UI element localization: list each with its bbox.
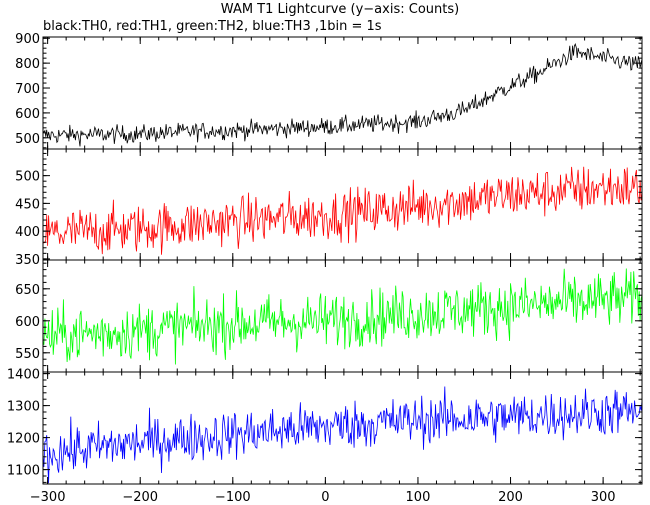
y-tick-label: 1100 bbox=[7, 464, 40, 479]
y-tick-label: 550 bbox=[15, 347, 40, 362]
panel-th2: 550 600 650 bbox=[15, 259, 643, 373]
panel-th0: 500 600 700 800 900 bbox=[15, 32, 643, 150]
panel-th1: 350 400 450 500 bbox=[15, 148, 643, 268]
panel-th3: 1100 1200 1300 1400 bbox=[7, 368, 643, 485]
y-tick-label: 400 bbox=[15, 225, 40, 240]
y-tick-label: 650 bbox=[15, 283, 40, 298]
y-tick-label: 1300 bbox=[7, 400, 40, 415]
x-tick-label: −100 bbox=[215, 490, 251, 505]
x-tick-label: −300 bbox=[30, 490, 66, 505]
x-tick-label: 100 bbox=[406, 490, 431, 505]
y-tick-label: 800 bbox=[15, 57, 40, 72]
y-tick-label: 600 bbox=[15, 315, 40, 330]
x-tick-label: −200 bbox=[122, 490, 158, 505]
x-tick-label: 0 bbox=[321, 490, 329, 505]
y-tick-label: 1400 bbox=[7, 368, 40, 383]
series-line-th2 bbox=[43, 268, 642, 365]
y-tick-label: 700 bbox=[15, 82, 40, 97]
y-tick-label: 500 bbox=[15, 132, 40, 147]
y-tick-label: 350 bbox=[15, 253, 40, 268]
panels: 500 600 700 800 900 350 400 450 500 550 600 650 1100… bbox=[7, 32, 643, 485]
y-tick-label: 600 bbox=[15, 107, 40, 122]
series-line-th0 bbox=[43, 43, 642, 147]
x-tick-label: 300 bbox=[591, 490, 616, 505]
x-axis: −300 −200 −100 0 100 200 300 bbox=[30, 490, 616, 505]
panel-frame bbox=[42, 36, 643, 150]
series-line-th1 bbox=[43, 166, 642, 255]
chart-title: WAM T1 Lightcurve (y−axis: Counts) bbox=[221, 2, 459, 17]
y-tick-label: 1200 bbox=[7, 432, 40, 447]
y-tick-label: 500 bbox=[15, 170, 40, 185]
series-line-th3 bbox=[43, 386, 642, 484]
chart-subtitle: black:TH0, red:TH1, green:TH2, blue:TH3 … bbox=[43, 19, 382, 34]
y-tick-label: 450 bbox=[15, 197, 40, 212]
y-tick-label: 900 bbox=[15, 32, 40, 47]
panel-frame bbox=[42, 148, 643, 261]
x-tick-label: 200 bbox=[498, 490, 523, 505]
panel-frame bbox=[42, 371, 643, 485]
